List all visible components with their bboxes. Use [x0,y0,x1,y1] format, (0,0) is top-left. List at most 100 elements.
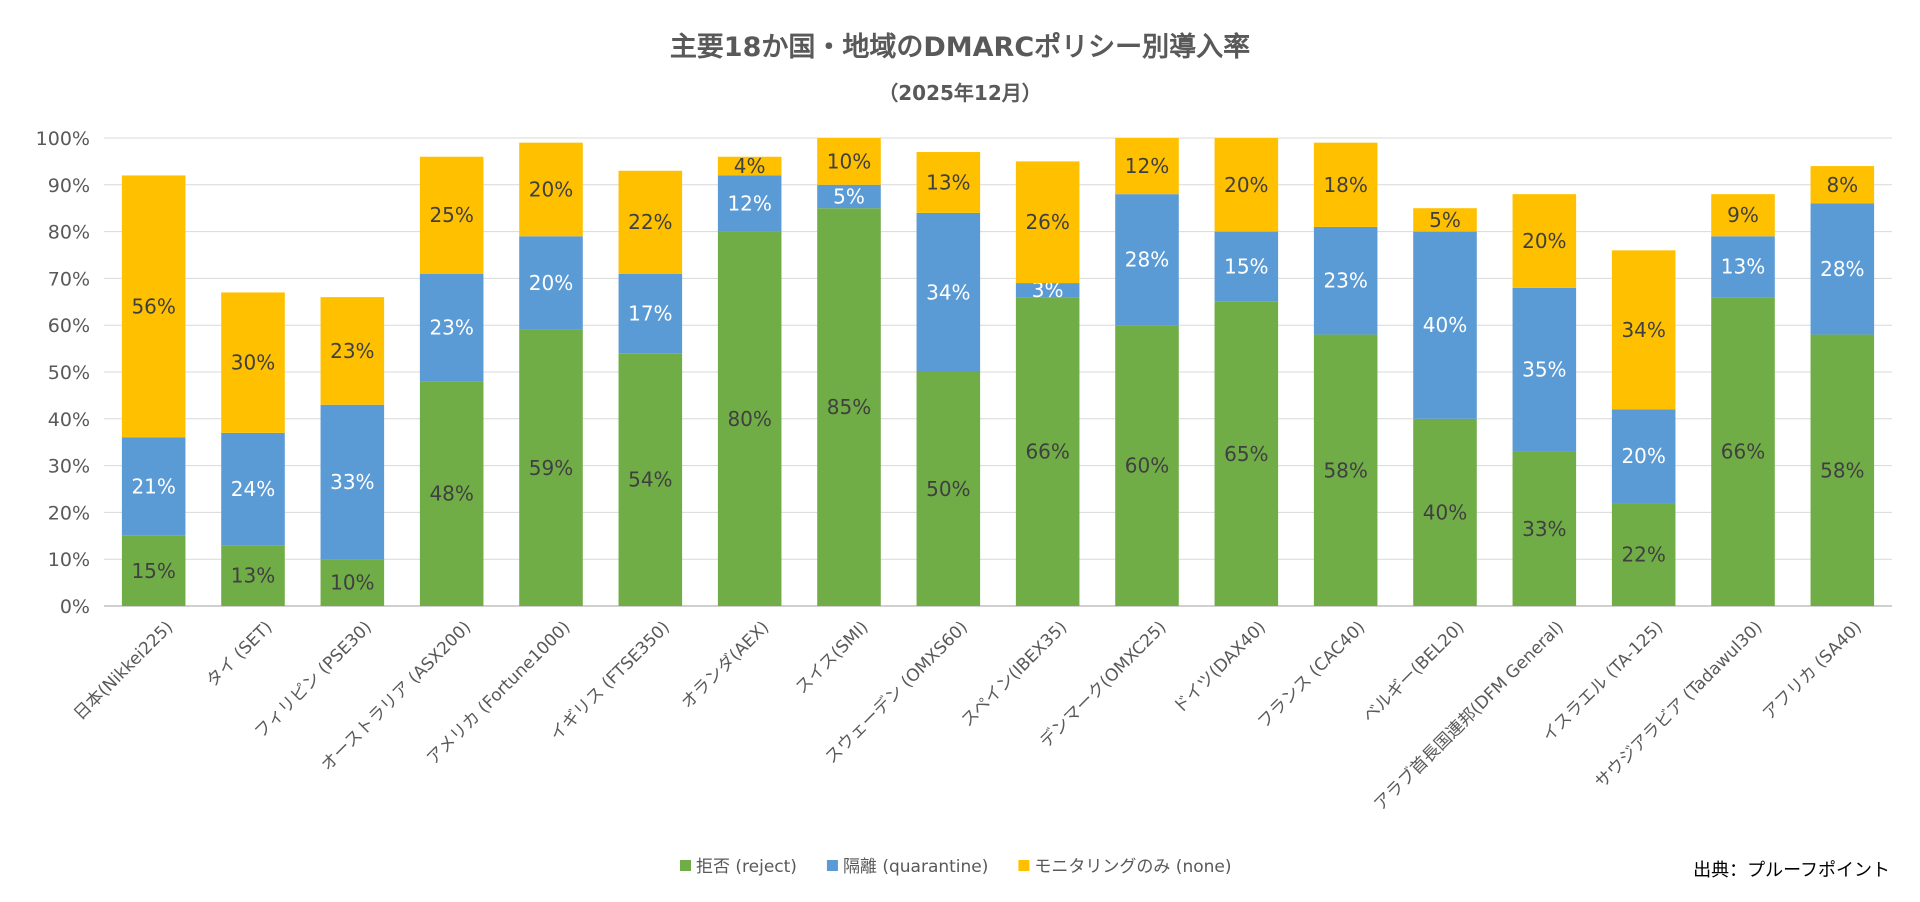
chart-subtitle: （2025年12月） [878,81,1042,105]
data-label: 34% [1621,318,1665,342]
data-label: 4% [734,154,766,178]
legend-label: 隔離 (quarantine) [843,857,988,877]
bar-segment [618,353,683,606]
bar-segment [1512,194,1577,288]
bar-segment [320,297,385,405]
bar-segment [519,236,583,330]
data-label: 30% [231,351,275,375]
data-label: 35% [1522,358,1566,382]
bar-segment [221,545,285,606]
data-label: 13% [1721,255,1765,279]
data-label: 28% [1820,257,1864,281]
bar-segment [1313,142,1378,227]
x-tick-label: ドイツ(DAX40) [1169,617,1269,717]
bar-segment [1711,236,1775,298]
bar-segment [1313,226,1378,335]
data-label: 40% [1423,500,1467,524]
bar-segment [1810,334,1875,606]
data-label: 10% [330,571,374,595]
data-label: 20% [1224,173,1268,197]
x-tick-label: アラブ首長国連邦(DFM General) [1370,617,1568,815]
bar-segment [121,175,186,438]
data-label: 22% [628,210,672,234]
bar-segment [121,437,186,536]
y-tick-label: 70% [48,268,90,290]
data-label: 58% [1323,458,1367,482]
data-label: 20% [1621,444,1665,468]
bar-segment [1015,283,1080,298]
data-label: 60% [1125,454,1169,478]
data-label: 23% [1323,269,1367,293]
bar-segment [817,138,881,185]
y-tick-label: 100% [36,128,90,150]
bar-segment [419,381,484,606]
y-tick-label: 50% [48,362,90,384]
data-label: 58% [1820,458,1864,482]
data-label: 22% [1621,543,1665,567]
y-tick-label: 0% [60,596,90,618]
bar-segment [1611,503,1676,606]
data-label: 54% [628,468,672,492]
data-label: 5% [1429,208,1461,232]
x-tick-label: サウジアラビア (Tadawul30) [1591,617,1766,792]
bar-segment [519,142,583,237]
x-tick-label: タイ (SET) [203,617,277,691]
data-label: 23% [330,339,374,363]
bar-segment [1115,138,1179,195]
data-label: 25% [429,203,473,227]
chart-title: 主要18か国・地域のDMARCポリシー別導入率 [670,31,1250,63]
bar-segment [1214,231,1279,302]
data-label: 18% [1323,173,1367,197]
data-label: 26% [1025,210,1069,234]
x-tick-label: アフリカ (SA40) [1759,617,1866,724]
bar-segment [916,372,981,606]
y-tick-label: 10% [48,549,90,571]
bar-segment [817,208,881,606]
source-note: 出典：プルーフポイント [1693,860,1890,881]
data-label: 65% [1224,442,1268,466]
legend-swatch [1018,860,1030,871]
data-label: 85% [827,395,871,419]
data-label: 12% [1125,154,1169,178]
data-label: 9% [1727,203,1759,227]
y-tick-label: 40% [48,409,90,431]
data-label: 50% [926,477,970,501]
bar-segment [1711,194,1775,237]
x-tick-label: ベルギー(BEL20) [1359,617,1468,726]
bar-segment [320,404,385,560]
bar-segment [1413,208,1477,232]
bar-segment [916,152,981,213]
data-label: 10% [827,149,871,173]
x-tick-label: 日本(Nikkei225) [70,617,177,724]
bar-segment [1214,138,1279,232]
data-label: 8% [1826,173,1858,197]
legend-swatch [826,860,838,871]
bar-segment [1214,301,1279,606]
data-label: 13% [231,564,275,588]
bar-segment [221,432,285,546]
bar-segment [1512,287,1577,452]
bar-segment [1015,297,1080,606]
bar-segment [1711,297,1775,606]
data-label: 59% [529,456,573,480]
data-label: 48% [429,482,473,506]
bar-segment [221,292,285,433]
data-label: 12% [727,192,771,216]
bar-segment [916,212,981,372]
data-label: 17% [628,302,672,326]
data-label: 23% [429,316,473,340]
data-label: 80% [727,407,771,431]
bar-segment [519,329,583,606]
bar-segment [1810,166,1875,204]
data-label: 66% [1721,440,1765,464]
y-tick-label: 90% [48,175,90,197]
bar-segment [717,175,782,232]
bar-segment [320,559,385,606]
bar-segment [618,170,683,274]
data-label: 28% [1125,248,1169,272]
data-label: 66% [1025,440,1069,464]
y-tick-label: 30% [48,456,90,478]
data-label: 40% [1423,313,1467,337]
data-label: 20% [529,177,573,201]
bar-segment [1015,161,1080,284]
